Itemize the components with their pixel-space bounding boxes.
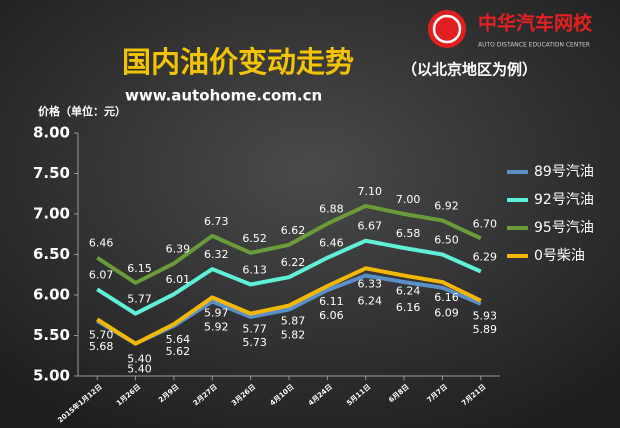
legend-label: 95号汽油 (534, 220, 594, 236)
value-label: 6.67 (357, 220, 382, 233)
value-label: 5.77 (127, 293, 152, 306)
y-tick-label: 7.50 (33, 164, 70, 182)
y-tick-label: 5.50 (33, 326, 70, 344)
source: www.autohome.com.cn (125, 87, 322, 105)
value-label: 5.92 (204, 320, 229, 333)
value-label: 6.06 (319, 309, 344, 322)
legend-label: 89号汽油 (534, 164, 594, 180)
value-label: 5.77 (242, 323, 267, 336)
value-label: 5.73 (242, 336, 267, 349)
chart-title: 国内油价变动走势 (122, 45, 354, 79)
value-label: 6.33 (357, 277, 382, 290)
value-label: 5.40 (127, 353, 152, 366)
value-label: 5.68 (89, 340, 114, 353)
logo-name: 中华汽车网校 (478, 12, 593, 35)
value-label: 5.89 (473, 323, 498, 336)
y-tick-label: 6.50 (33, 245, 70, 263)
value-label: 5.82 (281, 329, 306, 342)
legend-label: 0号柴油 (534, 248, 585, 264)
logo-tagline: AUTO DISTANCE EDUCATION CENTER (478, 42, 590, 49)
value-label: 5.62 (166, 345, 191, 358)
y-axis-label: 价格（单位：元） (38, 104, 126, 118)
y-tick-label: 5.00 (33, 367, 70, 385)
value-label: 6.88 (319, 203, 344, 216)
logo-ring (432, 14, 462, 44)
value-label: 5.87 (281, 315, 306, 328)
value-label: 6.09 (434, 307, 459, 320)
value-label: 5.97 (204, 306, 229, 319)
value-label: 5.70 (89, 328, 114, 341)
value-label: 6.62 (281, 224, 306, 237)
value-label: 6.39 (166, 242, 191, 255)
value-label: 6.16 (434, 291, 459, 304)
value-label: 6.52 (242, 232, 267, 245)
y-tick-label: 8.00 (33, 124, 70, 142)
value-label: 6.46 (89, 237, 114, 250)
value-label: 6.01 (166, 273, 191, 286)
value-label: 6.24 (357, 295, 382, 308)
value-label: 5.40 (127, 363, 152, 376)
series-line (96, 238, 482, 316)
legend-label: 92号汽油 (534, 192, 594, 208)
value-label: 7.00 (396, 193, 421, 206)
value-label: 5.93 (473, 310, 498, 323)
value-label: 6.13 (242, 263, 267, 276)
y-tick-label: 7.00 (33, 205, 70, 223)
value-label: 6.22 (281, 256, 306, 269)
value-label: 5.64 (166, 333, 191, 346)
value-label: 6.50 (434, 234, 459, 247)
series-line (96, 203, 482, 285)
value-label: 6.32 (204, 248, 229, 261)
series-line (96, 266, 482, 346)
value-label: 6.29 (473, 251, 498, 264)
chart-subtitle: （以北京地区为例） (402, 61, 537, 79)
value-label: 6.46 (319, 237, 344, 250)
value-label: 6.24 (396, 285, 421, 298)
value-label: 6.07 (89, 268, 114, 281)
value-label: 6.70 (473, 217, 498, 230)
value-label: 6.11 (319, 295, 344, 308)
value-label: 6.92 (434, 199, 459, 212)
value-label: 6.58 (396, 227, 421, 240)
value-label: 6.16 (396, 301, 421, 314)
value-label: 6.73 (204, 215, 229, 228)
y-tick-label: 6.00 (33, 286, 70, 304)
value-label: 7.10 (357, 185, 382, 198)
value-label: 6.15 (127, 262, 152, 275)
